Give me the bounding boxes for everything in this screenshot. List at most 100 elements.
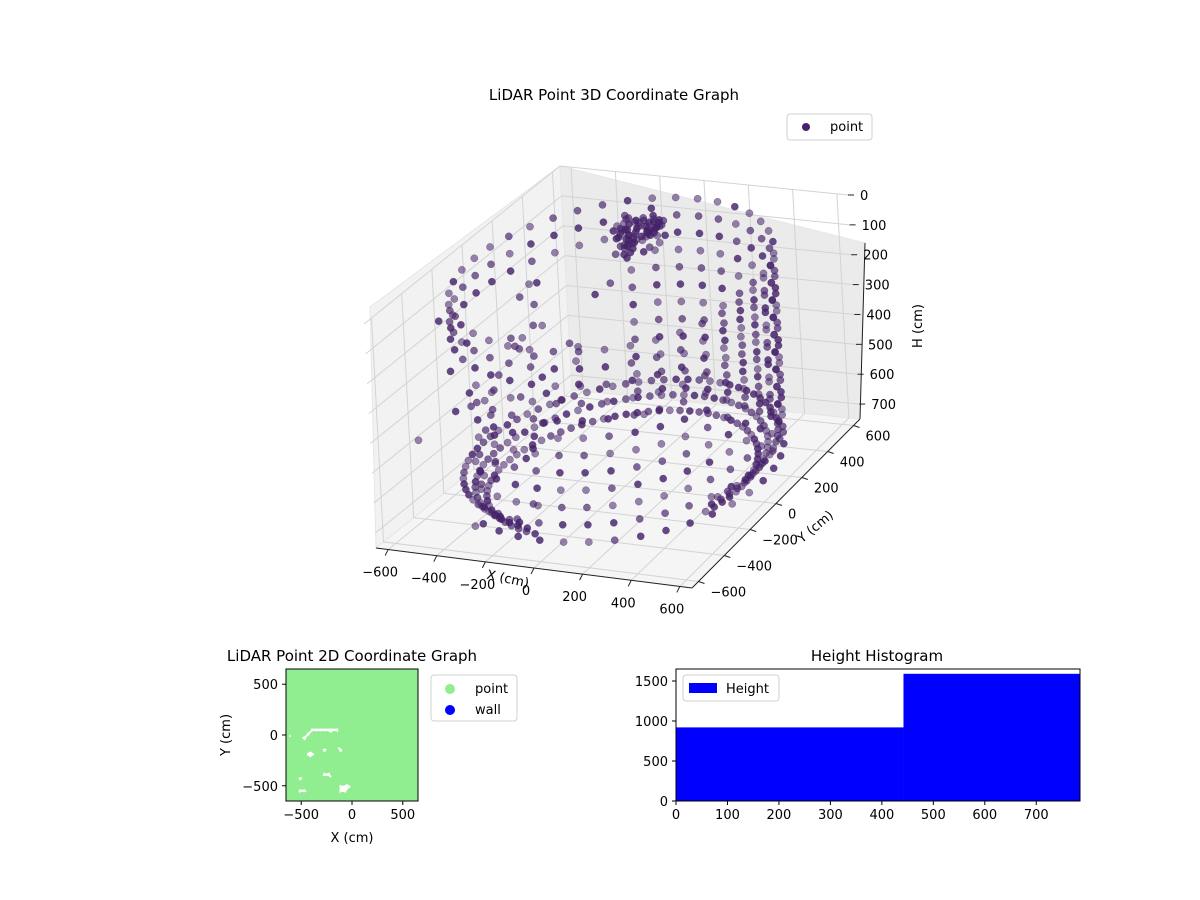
point-3d [774, 400, 782, 409]
point-3d [632, 445, 640, 454]
x-tick-label-2d: 0 [348, 808, 356, 823]
point-3d [766, 390, 774, 399]
point-3d [575, 365, 584, 373]
point-3d [480, 396, 489, 405]
point-2d [321, 775, 332, 786]
legend-histogram: Height [682, 674, 780, 702]
point-3d [479, 519, 488, 528]
point-3d [530, 423, 539, 432]
y-tick-label-hist: 0 [660, 795, 668, 810]
point-3d [530, 432, 539, 441]
point-3d [535, 519, 543, 527]
point-3d [631, 335, 639, 344]
legend-2d-point-label: point [475, 682, 508, 697]
point-3d [710, 394, 719, 402]
point-3d [549, 347, 558, 356]
panel-3d: LiDAR Point 3D Coordinate Graph −600 −400… [362, 86, 926, 617]
x-tick-label-hist: 100 [715, 808, 740, 823]
point-3d [516, 393, 525, 401]
legend-2d-wall-marker [445, 705, 455, 715]
point-3d [551, 382, 560, 391]
point-3d [685, 501, 693, 510]
point-3d [759, 476, 768, 485]
point-3d [558, 396, 566, 404]
point-3d [769, 464, 778, 473]
point-3d [608, 484, 616, 493]
y-tick-label-hist: 1500 [635, 675, 668, 690]
point-3d [579, 434, 588, 443]
point-3d [627, 359, 636, 367]
point-3d [763, 338, 772, 347]
point-3d [695, 408, 704, 416]
point-3d [732, 237, 741, 246]
point-3d [725, 493, 734, 501]
point-3d [632, 352, 640, 361]
point-3d [494, 371, 503, 379]
point-3d [756, 217, 765, 226]
point-3d [458, 283, 467, 292]
point-3d [719, 301, 727, 310]
x-tick-label-hist: 700 [1024, 808, 1049, 823]
point-3d [644, 407, 653, 416]
point-3d [551, 248, 559, 257]
point-3d [652, 280, 661, 289]
point-3d [528, 441, 537, 449]
point-3d [718, 498, 727, 506]
point-3d [728, 500, 737, 508]
legend-3d-marker [802, 123, 810, 131]
y-tick-label: 600 [866, 430, 891, 445]
point-3d [723, 388, 732, 397]
point-3d [514, 524, 523, 533]
point-3d [717, 267, 726, 275]
point-3d [749, 278, 757, 287]
point-3d [512, 450, 521, 459]
point-3d [657, 367, 666, 376]
point-3d [626, 248, 635, 257]
point-3d [471, 271, 480, 280]
z-axis-line [859, 242, 866, 420]
point-3d [678, 314, 687, 323]
point-3d [567, 424, 575, 433]
point-3d [526, 363, 535, 371]
x-tick [579, 573, 584, 581]
point-3d [779, 439, 788, 448]
point-3d [572, 357, 580, 365]
point-3d [772, 365, 780, 374]
point-3d [489, 449, 498, 458]
point-3d [725, 381, 734, 389]
x-tick [384, 549, 389, 556]
point-3d [606, 449, 614, 458]
point-3d [742, 477, 751, 485]
point-3d [653, 298, 662, 306]
point-2d [329, 775, 340, 786]
point-3d [445, 289, 453, 298]
point-3d [500, 460, 508, 469]
point-3d [639, 214, 648, 222]
point-3d [734, 401, 743, 410]
z-tick-label: 0 [860, 189, 868, 204]
point-3d [755, 399, 764, 408]
x-tick-label-hist: 600 [972, 808, 997, 823]
point-3d [481, 426, 490, 434]
point-3d [764, 227, 773, 235]
point-3d [682, 449, 691, 458]
point-3d [737, 324, 746, 332]
point-3d [735, 289, 744, 298]
point-3d [718, 284, 726, 293]
point-3d [618, 226, 626, 235]
point-3d [511, 342, 519, 351]
point-3d [681, 366, 689, 375]
y-tick-label: −400 [736, 560, 772, 575]
z-tick-label: 700 [871, 398, 896, 413]
point-3d [680, 391, 688, 399]
point-3d [646, 392, 654, 400]
x-tick-label: −200 [460, 578, 496, 593]
point-3d [765, 373, 773, 382]
point-3d [505, 249, 514, 258]
point-3d [762, 321, 771, 330]
point-3d [494, 466, 503, 474]
point-3d [677, 297, 686, 306]
point-3d [565, 339, 574, 348]
point-3d [752, 355, 761, 364]
grid-3d [363, 165, 860, 587]
